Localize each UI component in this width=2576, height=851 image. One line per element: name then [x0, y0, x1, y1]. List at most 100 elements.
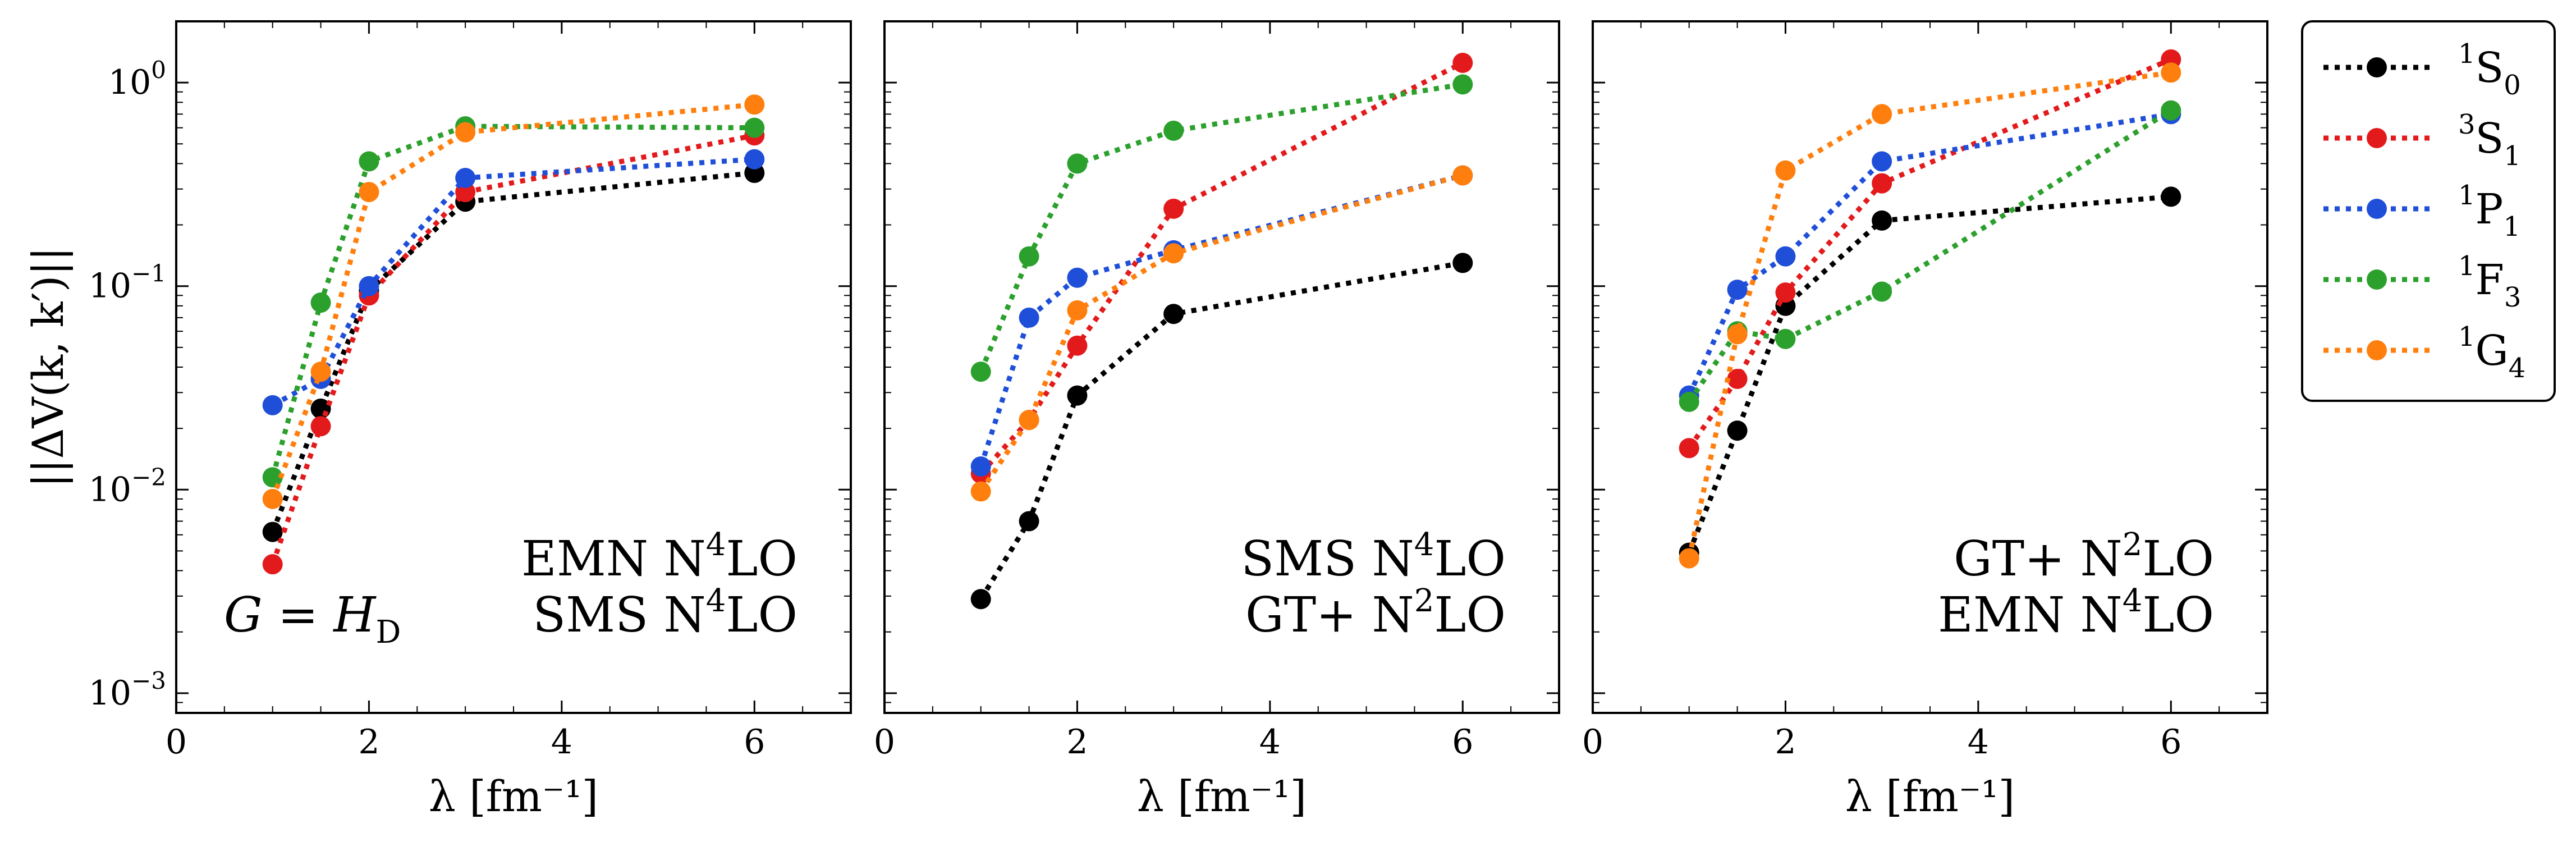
x-tick-label: 0: [1582, 722, 1603, 762]
data-point-1F3: [1452, 74, 1473, 95]
data-point-1G4: [1452, 165, 1473, 186]
legend-superscript: 1: [2458, 38, 2476, 70]
interaction-name: SMS N: [533, 587, 705, 643]
data-point-1P1: [1067, 267, 1088, 288]
legend-marker-1S0: [2367, 57, 2387, 77]
data-point-1S0: [1019, 511, 1039, 532]
x-tick-label: 2: [1066, 722, 1088, 762]
data-point-1F3: [1019, 246, 1039, 267]
data-point-1P1: [262, 395, 283, 415]
x-axis-label: λ [fm⁻¹]: [429, 771, 598, 821]
series-line-3S1: [979, 60, 1464, 475]
series-line-1P1: [978, 173, 1464, 468]
x-axis-label: λ [fm⁻¹]: [1137, 771, 1307, 821]
data-point-1G4: [1679, 548, 1699, 569]
x-tick-label: 4: [1968, 722, 1989, 762]
x-tick-label: 4: [551, 722, 572, 762]
data-point-1F3: [970, 362, 991, 382]
legend-letter: S: [2476, 115, 2504, 163]
data-point-1P1: [1775, 246, 1796, 267]
y-tick-exponent: −2: [131, 463, 166, 491]
data-point-1F3: [1872, 281, 1892, 302]
legend-letter: F: [2476, 256, 2504, 304]
y-tick-label: 100: [108, 56, 166, 102]
legend-label-1S0: 1S0: [2458, 38, 2521, 101]
data-point-1G4: [1775, 160, 1796, 181]
generator-subscript: D: [375, 614, 401, 651]
data-point-1S0: [1872, 210, 1892, 231]
data-point-1F3: [310, 292, 331, 313]
data-point-3S1: [1067, 335, 1088, 356]
data-point-1G4: [2161, 62, 2181, 83]
data-point-1G4: [1067, 300, 1088, 321]
interaction-order: 2: [1414, 583, 1434, 619]
data-point-3S1: [1679, 438, 1699, 459]
generator-text: G = H: [224, 587, 377, 643]
interaction-name: SMS N: [1241, 531, 1414, 587]
data-point-1G4: [262, 488, 283, 509]
legend-subscript: 0: [2504, 70, 2521, 101]
data-point-3S1: [1727, 369, 1748, 390]
legend-label-1P1: 1P1: [2458, 180, 2520, 243]
y-tick-base: 10: [89, 674, 131, 713]
x-tick-label: 2: [358, 722, 379, 762]
data-point-1P1: [744, 149, 765, 170]
data-point-1S0: [262, 521, 283, 542]
series-line-1G4: [978, 173, 1464, 493]
data-point-3S1: [1775, 282, 1796, 303]
data-point-1F3: [1775, 328, 1796, 349]
x-tick-label: 4: [1259, 722, 1281, 762]
y-tick-base: 10: [108, 63, 151, 102]
data-point-1G4: [1019, 410, 1039, 431]
data-point-1P1: [1872, 151, 1892, 172]
data-point-3S1: [1163, 198, 1184, 219]
interaction-order: 4: [1414, 527, 1434, 563]
y-tick-label: 10−1: [89, 260, 166, 306]
y-tick-label: 10−2: [89, 463, 166, 509]
interaction-suffix: LO: [726, 531, 797, 587]
interaction-order: 4: [706, 583, 726, 619]
data-point-1F3: [1067, 153, 1088, 174]
data-point-1F3: [262, 467, 283, 488]
generator-label: G = HD: [224, 587, 401, 651]
legend-superscript: 1: [2458, 180, 2476, 211]
legend-marker-1F3: [2367, 269, 2387, 290]
legend-subscript: 1: [2504, 140, 2521, 172]
data-point-1G4: [970, 481, 991, 502]
legend-letter: P: [2476, 185, 2504, 234]
interaction-label: GT+ N2LO: [1954, 527, 2214, 587]
y-tick-base: 10: [89, 470, 131, 509]
data-point-1G4: [1727, 324, 1748, 345]
interaction-suffix: LO: [1434, 587, 1506, 643]
interaction-name: GT+ N: [1954, 531, 2123, 587]
interaction-suffix: LO: [1434, 531, 1506, 587]
data-point-1F3: [744, 117, 765, 138]
data-point-1S0: [2161, 186, 2181, 207]
y-tick-exponent: 0: [151, 56, 166, 84]
y-tick-exponent: −1: [131, 260, 166, 287]
data-point-1G4: [1163, 243, 1184, 264]
data-point-3S1: [1452, 53, 1473, 74]
data-point-1P1: [1727, 280, 1748, 300]
data-point-1P1: [970, 456, 991, 477]
series-line-1F3: [978, 81, 1464, 373]
data-point-1G4: [744, 94, 765, 115]
data-point-1S0: [1727, 420, 1748, 441]
x-tick-label: 6: [2160, 722, 2181, 762]
x-tick-label: 6: [744, 722, 765, 762]
data-point-3S1: [262, 554, 283, 575]
legend-letter: S: [2476, 44, 2504, 92]
x-tick-label: 2: [1775, 722, 1796, 762]
series-line-1P1: [1686, 111, 2172, 397]
interaction-label: EMN N4LO: [1938, 583, 2214, 643]
data-point-1S0: [1067, 385, 1088, 406]
legend-marker-1P1: [2367, 199, 2387, 219]
legend-subscript: 1: [2503, 211, 2520, 243]
data-point-1S0: [970, 589, 991, 610]
series-line-1G4: [1686, 70, 2171, 559]
interaction-suffix: LO: [2142, 531, 2214, 587]
